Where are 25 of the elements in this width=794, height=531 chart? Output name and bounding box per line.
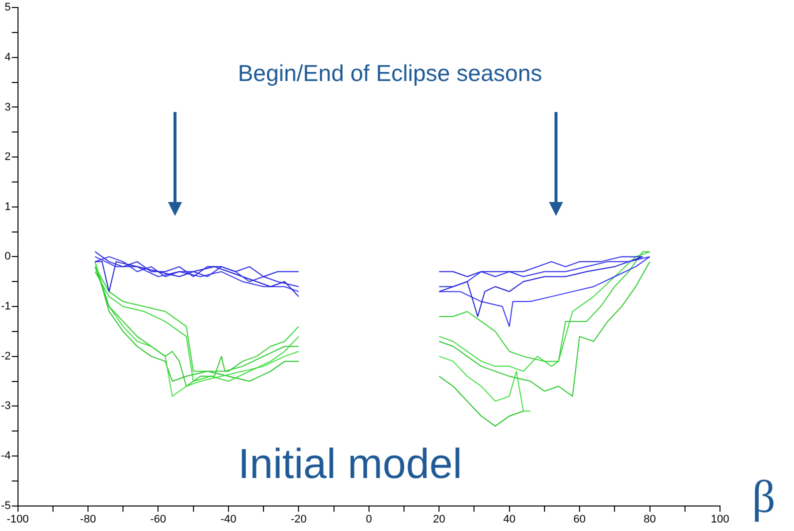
x-axis-title: β [752,470,776,523]
x-tick-label: -20 [290,513,307,526]
x-tick-label: 80 [644,513,656,526]
x-tick-label: 0 [366,513,372,526]
y-tick-label: -5 [1,500,11,512]
y-tick-label: 2 [4,151,11,164]
y-tick-label: 3 [4,101,11,114]
y-tick-label: 5 [4,2,11,14]
x-tick-label: -60 [150,513,166,526]
y-tick-label: 4 [4,51,11,64]
x-tick-label: 100 [710,513,730,526]
annotation: Begin/End of Eclipse seasons [236,60,544,87]
y-tick-label: -1 [1,300,11,313]
y-tick-label: -2 [1,350,11,362]
x-tick-label: -80 [80,513,96,526]
x-tick-label: -100 [6,513,29,526]
x-tick-label: 20 [432,513,446,526]
annotation: Initial model [236,440,464,488]
x-tick-label: -40 [220,513,236,526]
y-tick-label: 0 [4,250,11,263]
y-tick-label: 1 [4,200,11,213]
y-tick-label: -4 [1,450,11,462]
x-tick-label: 40 [503,513,516,526]
x-tick-label: 60 [573,513,586,526]
y-tick-label: -3 [1,400,11,412]
